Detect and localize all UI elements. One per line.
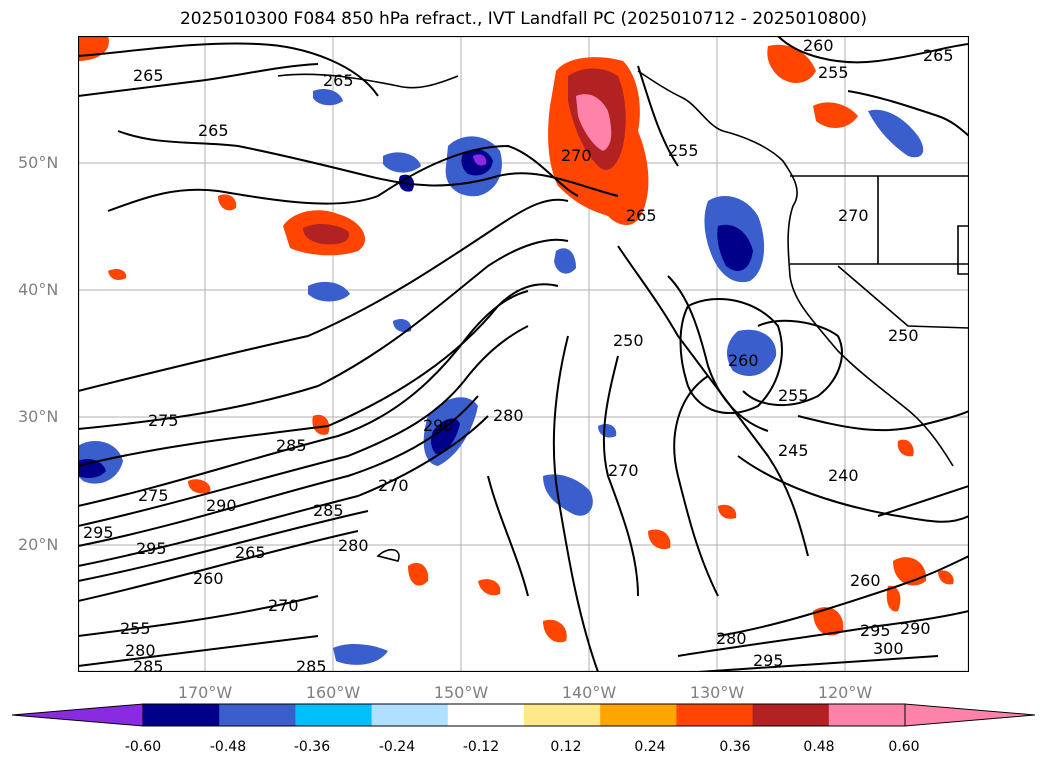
contour-label: 260 (803, 36, 834, 55)
contour-label: 270 (838, 206, 869, 225)
colorbar-tick-label: 0.48 (803, 739, 835, 755)
lon-label-170w: 170°W (177, 683, 233, 702)
contour-label: 260 (193, 569, 224, 588)
lat-label-20n: 20°N (18, 535, 59, 554)
contour-label: 285 (276, 436, 307, 455)
colorbar-tick-label: 0.12 (550, 739, 582, 755)
colorbar-cell (524, 704, 601, 726)
lat-label-40n: 40°N (18, 280, 59, 299)
contour-label: 285 (313, 501, 344, 520)
contour-label: 285 (296, 657, 327, 672)
colorbar-tick-label: -0.48 (209, 739, 247, 755)
contour-label: 295 (83, 523, 114, 542)
colorbar-cell (143, 704, 220, 726)
contour-label: 265 (235, 543, 266, 562)
lon-label-150w: 150°W (433, 683, 489, 702)
height-contours (78, 36, 969, 672)
contour-label: 290 (900, 619, 931, 638)
lat-label-30n: 30°N (18, 407, 59, 426)
lon-label-120w: 120°W (817, 683, 873, 702)
colorbar-cell (600, 704, 677, 726)
contour-label: 260 (728, 351, 759, 370)
contour-label: 285 (133, 657, 164, 672)
contour-label: 290 (423, 416, 454, 435)
contour-label: 280 (716, 629, 747, 648)
contour-label: 300 (873, 639, 904, 658)
colorbar (11, 703, 1036, 727)
contour-label: 250 (888, 326, 919, 345)
colorbar-extend-low (12, 704, 143, 726)
contour-label: 295 (860, 621, 891, 640)
contour-label: 255 (668, 141, 699, 160)
contour-label: 245 (778, 441, 809, 460)
contour-label: 295 (753, 651, 784, 670)
contour-label: 260 (850, 571, 881, 590)
colorbar-extend-high (905, 704, 1035, 726)
contour-label: 280 (338, 536, 369, 555)
lon-label-140w: 140°W (561, 683, 617, 702)
colorbar-tick-label: -0.36 (293, 739, 331, 755)
colorbar-cell (295, 704, 373, 726)
contour-label: 275 (148, 411, 179, 430)
shaded-anomalies (78, 36, 954, 665)
contour-label: 270 (268, 596, 299, 615)
colorbar-tick-label: 0.60 (888, 739, 920, 755)
contour-label: 280 (493, 406, 524, 425)
lon-label-130w: 130°W (689, 683, 745, 702)
colorbar-cell (676, 704, 754, 726)
contour-label: 255 (120, 619, 151, 638)
colorbar-tick-label: -0.12 (462, 739, 500, 755)
map-title: 2025010300 F084 850 hPa refract., IVT La… (179, 9, 867, 29)
coastlines (277, 70, 969, 562)
map-panel: 265 265 265 260 255 265 270 265 255 270 … (78, 36, 969, 672)
colorbar-tick-label: -0.60 (124, 739, 162, 755)
colorbar-tick-label: -0.24 (378, 739, 416, 755)
contour-label: 270 (561, 146, 592, 165)
contour-label: 270 (378, 476, 409, 495)
contour-labels: 265 265 265 260 255 265 270 265 255 270 … (83, 36, 954, 672)
contour-label: 265 (626, 206, 657, 225)
colorbar-cell (447, 704, 525, 726)
contour-label: 290 (206, 496, 237, 515)
contour-label: 255 (778, 386, 809, 405)
colorbar-cell (828, 704, 906, 726)
contour-label: 250 (613, 331, 644, 350)
colorbar-cell (752, 704, 830, 726)
contour-label: 265 (133, 66, 164, 85)
lon-label-160w: 160°W (305, 683, 361, 702)
contour-label: 275 (138, 486, 169, 505)
contour-label: 295 (136, 539, 167, 558)
contour-label: 280 (125, 641, 156, 660)
contour-label: 265 (198, 121, 229, 140)
lat-label-50n: 50°N (18, 153, 59, 172)
colorbar-cell (371, 704, 449, 726)
contour-label: 265 (923, 46, 954, 65)
contour-label: 270 (608, 461, 639, 480)
contour-label: 255 (818, 63, 849, 82)
colorbar-tick-label: 0.36 (719, 739, 751, 755)
colorbar-cell (219, 704, 296, 726)
colorbar-tick-label: 0.24 (634, 739, 666, 755)
contour-label: 240 (828, 466, 859, 485)
contour-label: 265 (323, 71, 354, 90)
